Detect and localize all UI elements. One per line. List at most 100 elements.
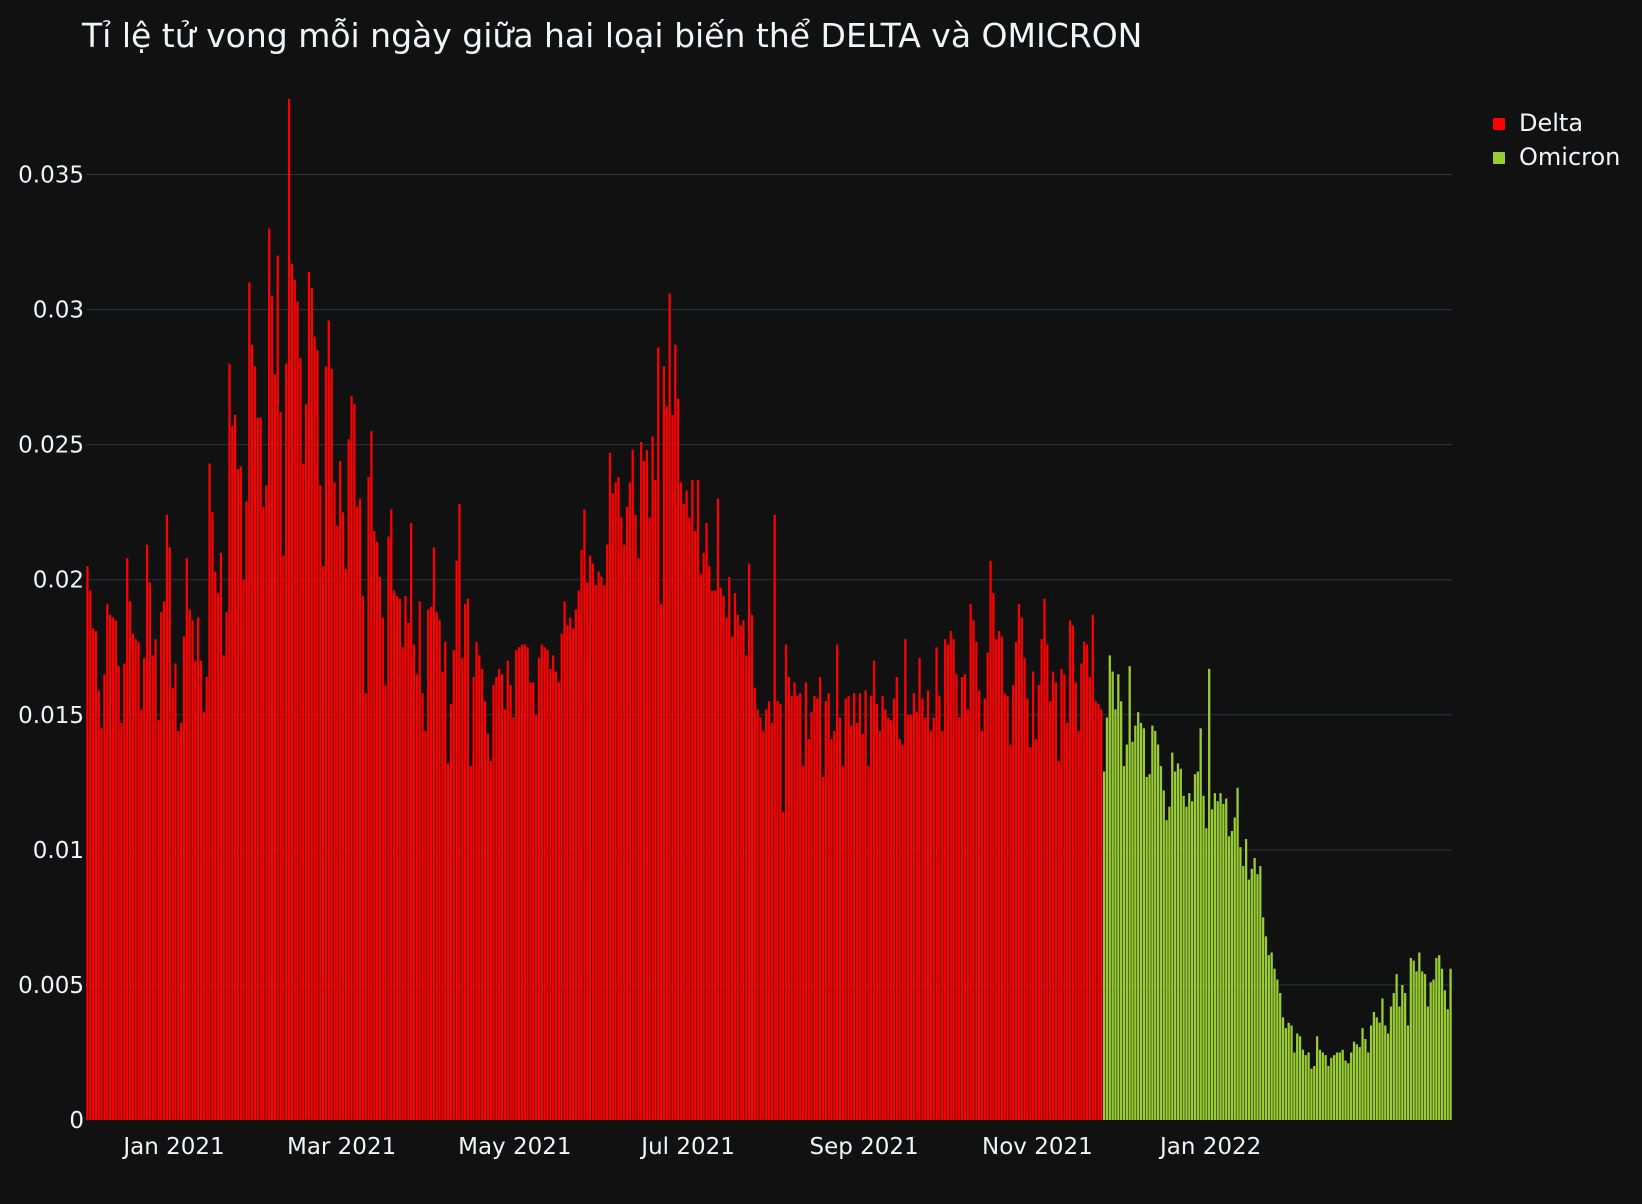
bar-delta[interactable] <box>793 682 796 1120</box>
bar-delta[interactable] <box>259 417 262 1120</box>
bar-delta[interactable] <box>313 336 316 1120</box>
bar-delta[interactable] <box>554 671 558 1120</box>
bar-delta[interactable] <box>907 714 910 1120</box>
bar-delta[interactable] <box>810 712 813 1120</box>
bar-delta[interactable] <box>236 468 240 1120</box>
bar-omicron[interactable] <box>1446 1009 1449 1120</box>
bar-delta[interactable] <box>424 731 427 1120</box>
bar-delta[interactable] <box>1006 695 1009 1120</box>
bar-delta[interactable] <box>711 590 714 1120</box>
bar-delta[interactable] <box>441 671 444 1120</box>
bar-delta[interactable] <box>199 660 203 1120</box>
bar-delta[interactable] <box>378 577 382 1120</box>
bar-delta[interactable] <box>648 517 651 1120</box>
bar-delta[interactable] <box>475 641 478 1120</box>
bar-delta[interactable] <box>268 228 271 1120</box>
bar-delta[interactable] <box>1023 658 1026 1120</box>
bar-delta[interactable] <box>762 731 765 1120</box>
bar-omicron[interactable] <box>1324 1055 1327 1120</box>
bar-delta[interactable] <box>637 558 640 1120</box>
bar-delta[interactable] <box>665 406 668 1120</box>
bar-delta[interactable] <box>782 812 785 1120</box>
bar-delta[interactable] <box>858 693 862 1120</box>
bar-omicron[interactable] <box>1432 979 1435 1120</box>
bar-delta[interactable] <box>421 693 424 1120</box>
bar-delta[interactable] <box>938 695 941 1120</box>
bar-delta[interactable] <box>597 571 600 1120</box>
bar-delta[interactable] <box>270 296 274 1121</box>
bar-delta[interactable] <box>969 604 972 1120</box>
bar-omicron[interactable] <box>1131 741 1134 1120</box>
bar-delta[interactable] <box>807 739 810 1120</box>
bar-omicron[interactable] <box>1429 982 1432 1120</box>
bar-omicron[interactable] <box>1386 1033 1390 1120</box>
bar-omicron[interactable] <box>1168 806 1171 1120</box>
bar-delta[interactable] <box>398 598 401 1120</box>
bar-omicron[interactable] <box>1321 1052 1324 1120</box>
bar-omicron[interactable] <box>1395 974 1398 1120</box>
bar-delta[interactable] <box>375 541 379 1120</box>
bar-delta[interactable] <box>276 255 279 1120</box>
bar-delta[interactable] <box>952 639 955 1120</box>
bar-delta[interactable] <box>529 682 532 1120</box>
bar-delta[interactable] <box>174 663 177 1120</box>
bar-omicron[interactable] <box>1264 936 1268 1120</box>
bar-delta[interactable] <box>1037 685 1040 1120</box>
bar-delta[interactable] <box>608 452 612 1120</box>
bar-delta[interactable] <box>733 593 737 1120</box>
bar-omicron[interactable] <box>1165 820 1168 1120</box>
bar-delta[interactable] <box>912 693 915 1120</box>
bar-delta[interactable] <box>461 658 464 1120</box>
bar-omicron[interactable] <box>1440 968 1444 1120</box>
bar-delta[interactable] <box>1003 693 1006 1120</box>
bar-delta[interactable] <box>662 366 666 1121</box>
bar-delta[interactable] <box>909 714 913 1120</box>
bar-delta[interactable] <box>1034 739 1038 1120</box>
bar-delta[interactable] <box>520 644 524 1120</box>
bar-delta[interactable] <box>390 509 393 1120</box>
bar-delta[interactable] <box>728 577 731 1120</box>
bar-delta[interactable] <box>935 647 938 1120</box>
bar-delta[interactable] <box>958 717 961 1120</box>
bar-omicron[interactable] <box>1372 1011 1376 1120</box>
bar-omicron[interactable] <box>1193 774 1197 1120</box>
bar-delta[interactable] <box>225 612 228 1120</box>
bar-delta[interactable] <box>779 704 782 1120</box>
bar-delta[interactable] <box>109 614 112 1120</box>
bar-omicron[interactable] <box>1262 917 1265 1120</box>
bar-delta[interactable] <box>887 717 890 1120</box>
bar-delta[interactable] <box>716 498 720 1120</box>
bar-delta[interactable] <box>444 641 447 1120</box>
bar-delta[interactable] <box>773 514 776 1120</box>
bar-delta[interactable] <box>603 585 606 1120</box>
bar-delta[interactable] <box>932 717 935 1120</box>
bar-delta[interactable] <box>367 477 370 1121</box>
bar-delta[interactable] <box>986 652 989 1120</box>
bar-omicron[interactable] <box>1449 968 1452 1120</box>
bar-delta[interactable] <box>804 682 808 1120</box>
bar-delta[interactable] <box>282 555 285 1120</box>
bar-delta[interactable] <box>1014 641 1018 1120</box>
bar-omicron[interactable] <box>1318 1049 1322 1120</box>
bar-delta[interactable] <box>719 587 722 1120</box>
bar-delta[interactable] <box>251 344 254 1121</box>
bar-delta[interactable] <box>120 722 123 1120</box>
bar-delta[interactable] <box>898 739 901 1120</box>
bar-delta[interactable] <box>191 620 194 1120</box>
bar-delta[interactable] <box>685 490 688 1121</box>
bar-delta[interactable] <box>560 633 563 1120</box>
bar-delta[interactable] <box>872 660 876 1120</box>
bar-delta[interactable] <box>463 604 467 1120</box>
bar-delta[interactable] <box>438 620 441 1120</box>
bar-delta[interactable] <box>401 647 404 1120</box>
bar-delta[interactable] <box>248 282 251 1121</box>
bar-delta[interactable] <box>534 714 538 1120</box>
bar-delta[interactable] <box>983 698 986 1120</box>
bar-delta[interactable] <box>892 698 896 1120</box>
bar-delta[interactable] <box>628 482 631 1120</box>
bar-omicron[interactable] <box>1213 793 1216 1120</box>
bar-delta[interactable] <box>674 344 677 1121</box>
bar-delta[interactable] <box>404 595 407 1120</box>
bar-delta[interactable] <box>1057 760 1060 1120</box>
bar-omicron[interactable] <box>1327 1065 1330 1120</box>
